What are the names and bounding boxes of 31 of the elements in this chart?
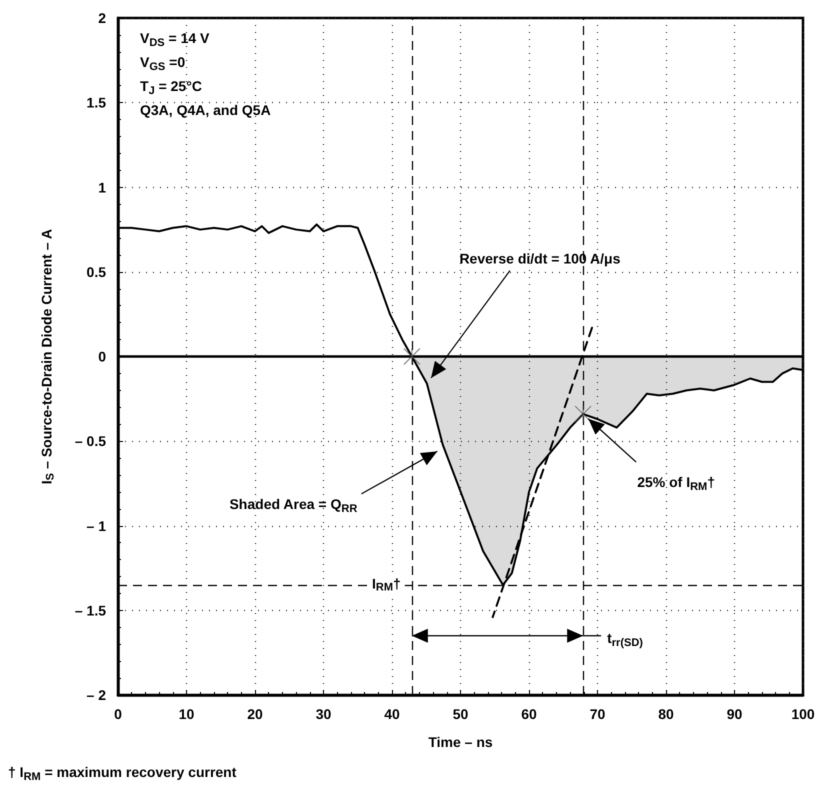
y-tick-label: 1.5 [86,94,106,111]
x-tick-label: 80 [658,706,674,722]
annotation: Shaded Area = Q$_{RR}$ [229,496,358,516]
y-tick-label: 2 [98,10,106,26]
x-tick-label: 10 [178,706,194,722]
x-tick-label: 90 [726,706,742,722]
y-tick-label: 0 [98,348,106,364]
text: † I$_{RM}$ = maximum recovery current [8,764,237,784]
annotation: Reverse di/dt = 100 A/μs [459,250,621,267]
annotation: 25% of I$_{RM}$† [637,474,716,494]
y-tick-label: 1 [98,179,106,196]
annotation: T$_{J}$ = 25°C [140,78,202,98]
y-tick-label: – 2 [86,687,106,703]
annotation: Q3A, Q4A, and Q5A [140,102,271,118]
y-tick-label: 0.5 [86,264,106,280]
annotation: V$_{GS}$ =0 [140,54,186,74]
x-tick-label: 40 [384,706,400,722]
x-tick-label: 20 [247,706,263,722]
annotation: V$_{DS}$ = 14 V [140,30,210,50]
annotation: t$_{rr(SD)}$ [607,630,644,650]
y-tick-label: – 0.5 [74,433,106,450]
y-tick-label: – 1 [86,518,106,534]
x-tick-label: 100 [791,706,815,722]
x-tick-label: 70 [590,706,606,722]
x-tick-label: 50 [452,706,468,722]
x-axis-title: Time – ns [428,734,493,750]
x-tick-label: 60 [521,706,537,722]
y-axis-title: IS – Source-to-Drain Diode Current – A [38,229,56,484]
x-tick-label: 0 [114,706,122,722]
y-tick-label: – 1.5 [74,602,106,618]
x-tick-label: 30 [316,706,332,722]
